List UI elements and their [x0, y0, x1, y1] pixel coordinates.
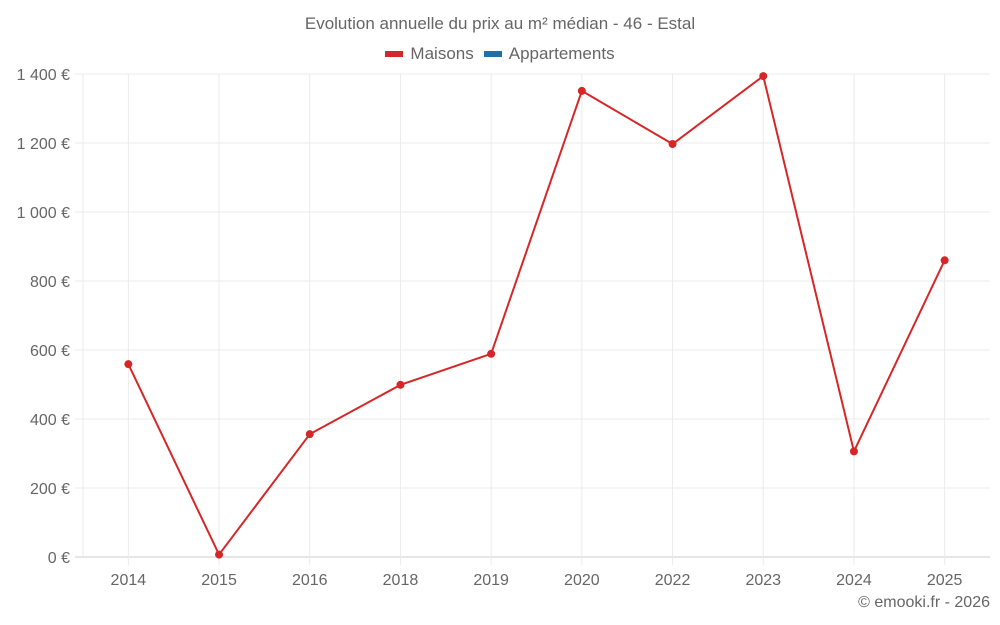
x-tick-label: 2016 [292, 572, 328, 589]
data-point[interactable] [215, 550, 224, 559]
x-tick-label: 2023 [745, 572, 781, 589]
data-point[interactable] [759, 72, 768, 81]
y-tick-label: 200 € [30, 481, 70, 498]
y-tick-label: 1 000 € [17, 205, 70, 222]
data-point[interactable] [396, 380, 405, 389]
legend-swatch-appartements [483, 51, 502, 57]
y-axis: 0 € 200 € 400 € 600 € 800 € 1 000 € 1 200 € 1 4… [17, 67, 70, 567]
x-axis: 2014 2015 2016 2018 2019 2020 2022 2023 2024 2025 [111, 572, 963, 589]
grid-lines [75, 73, 990, 565]
data-point[interactable] [124, 360, 133, 369]
legend-item-maisons[interactable]: Maisons [385, 44, 474, 64]
legend-label-maisons: Maisons [410, 44, 474, 63]
credit-text: © emooki.fr - 2026 [858, 594, 990, 611]
data-point[interactable] [487, 349, 496, 358]
data-point[interactable] [940, 256, 949, 265]
y-tick-label: 800 € [30, 274, 70, 291]
series-maisons [124, 72, 949, 559]
data-point[interactable] [305, 430, 314, 439]
x-tick-label: 2024 [836, 572, 872, 589]
x-tick-label: 2019 [473, 572, 509, 589]
chart-title: Evolution annuelle du prix au m² médian … [304, 14, 696, 33]
y-tick-label: 0 € [48, 550, 70, 567]
data-point[interactable] [577, 86, 586, 95]
legend-item-appartements[interactable]: Appartements [483, 44, 615, 64]
x-tick-label: 2025 [927, 572, 963, 589]
data-point[interactable] [849, 447, 858, 456]
x-tick-label: 2014 [111, 572, 147, 589]
y-tick-label: 400 € [30, 412, 70, 429]
y-tick-label: 600 € [30, 343, 70, 360]
series-line-maisons [127, 75, 946, 556]
x-tick-label: 2022 [655, 572, 691, 589]
data-point[interactable] [668, 140, 677, 149]
x-tick-label: 2015 [201, 572, 237, 589]
legend-swatch-maisons [385, 51, 404, 57]
y-tick-label: 1 400 € [17, 67, 70, 84]
x-tick-label: 2020 [564, 572, 600, 589]
x-tick-label: 2018 [383, 572, 419, 589]
legend: Maisons Appartements [0, 44, 1000, 64]
y-tick-label: 1 200 € [17, 136, 70, 153]
legend-label-appartements: Appartements [508, 44, 615, 63]
